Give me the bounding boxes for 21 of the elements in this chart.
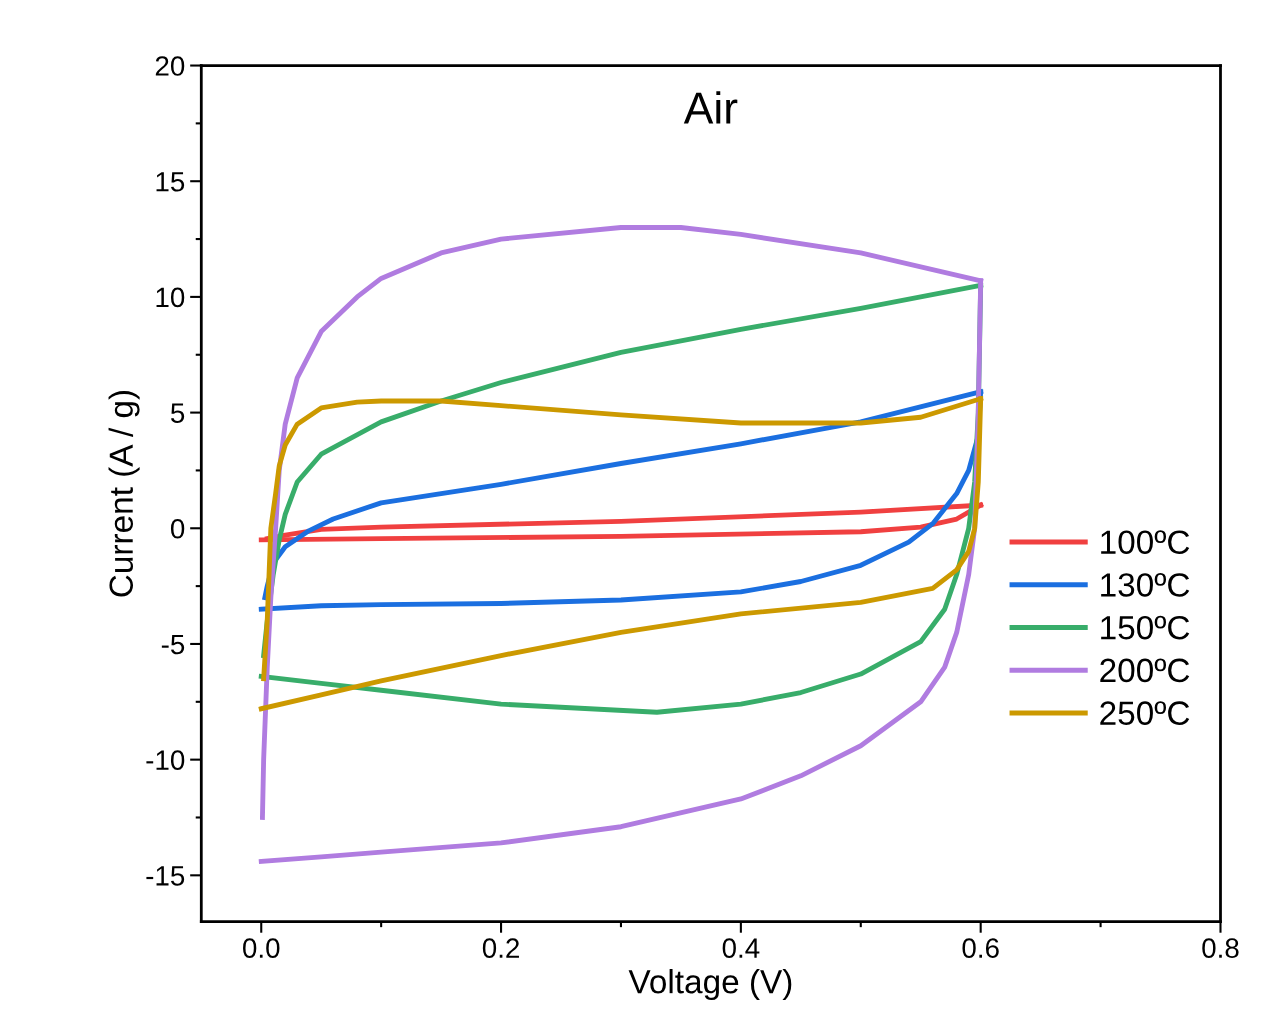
y-tick-label: -10	[146, 750, 185, 770]
legend-label: 130ºC	[1101, 573, 1190, 597]
y-tick-label: -15	[146, 866, 185, 886]
y-tick-label: 20	[155, 56, 185, 76]
legend-label: 200ºC	[1100, 658, 1190, 683]
y-tick-label: 0	[170, 518, 185, 539]
legend-label: 250ºC	[1100, 701, 1190, 725]
x-tick-label: 0.8	[1202, 938, 1239, 958]
y-tick-label: 5	[170, 403, 185, 423]
y-tick-label: -5	[161, 634, 185, 655]
x-tick-label: 0.4	[722, 938, 760, 958]
x-tick-label: 0.2	[482, 938, 519, 958]
x-axis-title: Voltage (V)	[628, 969, 792, 1001]
y-axis-title: Current (A / g)	[108, 390, 140, 597]
annotation: Air	[683, 91, 738, 124]
x-tick-label: 0.6	[962, 938, 999, 958]
y-tick-label: 10	[156, 287, 185, 308]
legend-label: 150ºC	[1101, 615, 1190, 640]
x-tick-label: 0.0	[243, 938, 280, 958]
y-tick-label: 15	[156, 172, 185, 192]
legend-label: 100ºC	[1101, 530, 1190, 555]
